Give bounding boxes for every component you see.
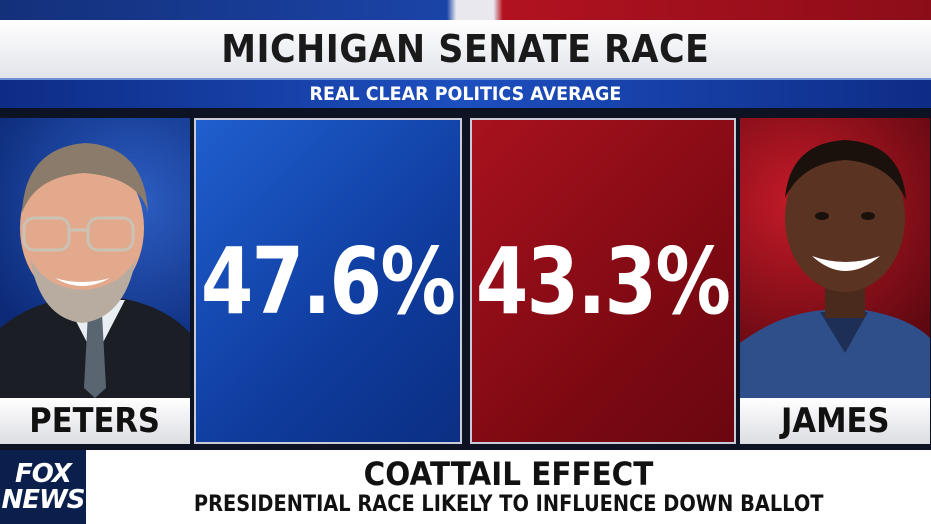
candidate-photo-peters [0,118,190,398]
poll-percent: 47.6% [201,227,456,335]
title-band: MICHIGAN SENATE RACE [0,20,931,78]
candidate-name: JAMES [780,401,890,441]
lower-third-text: COATTAIL EFFECT PRESIDENTIAL RACE LIKELY… [86,450,931,524]
top-accent-bar [0,0,931,20]
graphic-subtitle: REAL CLEAR POLITICS AVERAGE [309,83,622,105]
candidate-photo-james [740,118,930,398]
lower-third-subline: PRESIDENTIAL RACE LIKELY TO INFLUENCE DO… [193,492,824,517]
person-portrait-icon [0,143,190,398]
candidate-name: PETERS [29,401,161,441]
person-portrait-icon [740,140,930,398]
logo-line2: NEWS [1,485,86,515]
subtitle-band: REAL CLEAR POLITICS AVERAGE [0,78,931,108]
lower-third-headline: COATTAIL EFFECT [363,455,654,493]
candidate-name-plate: PETERS [0,398,190,444]
logo-line1: FOX [15,459,72,489]
percent-panel-democrat: 47.6% [194,118,462,444]
poll-percent: 43.3% [476,227,731,335]
lower-third-bar [0,450,931,524]
graphic-title: MICHIGAN SENATE RACE [221,27,710,71]
candidate-name-plate: JAMES [740,398,930,444]
network-logo: FOX NEWS [0,450,86,524]
percent-panel-republican: 43.3% [470,118,736,444]
